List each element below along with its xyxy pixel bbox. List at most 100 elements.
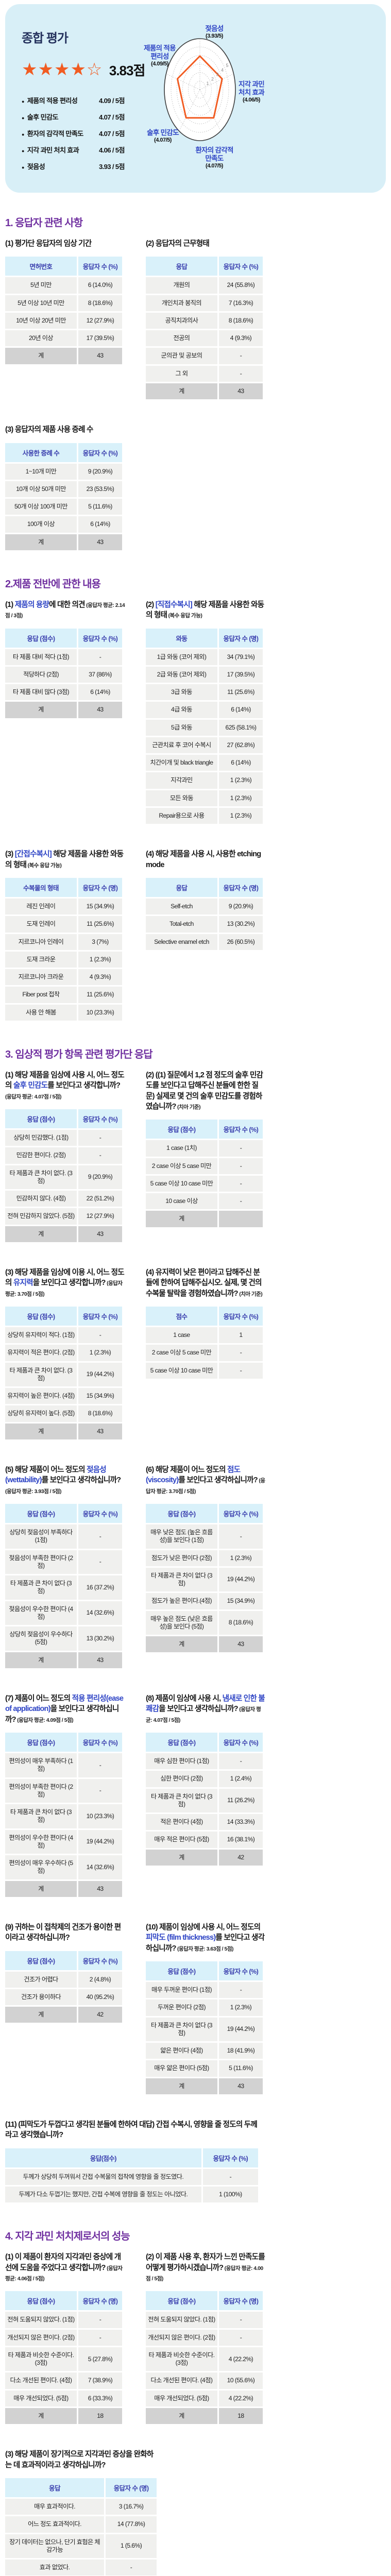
table-cell: 2 (4.8%) [78, 1971, 122, 1988]
table-cell: 지르코니아 크라운 [5, 969, 77, 986]
table-total-row: 계 43 [146, 1636, 263, 1653]
metric-row: ● 젖음성 3.93 / 5점 [22, 161, 136, 171]
table-cell: - [78, 1130, 122, 1146]
table-header-row: 응답 (점수) 응답자 수 (%) [146, 1733, 263, 1752]
table-header-row: 점수 응답자 수 (%) [146, 1307, 263, 1326]
table-header-cell: 응답 (점수) [5, 2291, 77, 2311]
radar-tick-label: 3 [216, 72, 218, 77]
table-cell: 43 [78, 1880, 122, 1897]
table-cell: - [78, 1327, 122, 1344]
table-head: 응답 (점수) 응답자 수 (명) [146, 2291, 263, 2311]
table-cell: 다소 개선된 편이다. (4점) [5, 2372, 77, 2389]
data-table: 응답 (점수) 응답자 수 (%) 상당히 유지력이 적다. (1점) - 유지력이 적… [4, 1305, 124, 1441]
data-table: 응답 (점수) 응답자 수 (명) 전혀 도움되지 않았다. (1점) - 개선되지 않… [144, 2290, 264, 2426]
table-cell: 13 (30.2%) [218, 916, 263, 933]
question-block: (1) 평가단 응답자의 임상 기간 면허번호 응답자 수 (%) 5년 미만 6 (1… [5, 239, 125, 366]
table-cell: 상당히 유지력이 적다. (1점) [5, 1327, 77, 1344]
table-row: 상당히 젖음성이 우수하다 (5점) 13 (30.2%) [5, 1626, 122, 1651]
question-note: (응답자 평균: 2.14 점 / 3점) [5, 602, 125, 619]
bullet-icon: ● [22, 115, 24, 121]
metric-value: 3.93 / 5점 [99, 163, 125, 171]
table-row: 매우 두꺼운 편이다 (1점) - [146, 1982, 263, 1998]
table-header-cell: 응답 (점수) [146, 1961, 217, 1981]
table-cell: 계 [5, 1652, 77, 1668]
table-cell: 14 (32.6%) [78, 1601, 122, 1625]
table-row: 어느 정도 효과적이다. 14 (77.8%) [5, 2516, 157, 2533]
question-note: (응답자 평균: 3.70점 / 5점) [146, 1478, 265, 1495]
table-cell: 43 [78, 1423, 122, 1439]
section-heading: 2.제품 전반에 관한 내용 [5, 578, 101, 590]
metric-row: ● 지각 과민 처치 효과 4.06 / 5점 [22, 145, 136, 155]
question-block: (3) 응답자의 제품 사용 증례 수 사용한 증례 수 응답자 수 (%) 1~10… [5, 425, 125, 552]
metric-label: 젖음성 [27, 163, 45, 171]
table-cell: 1~10개 미만 [5, 463, 77, 480]
table-cell: 18 [78, 2408, 122, 2425]
table-row: 2 case 이상 5 case 미만 - [146, 1158, 263, 1174]
table-row: 1 case 1 [146, 1327, 263, 1344]
question-text: (1) 평가단 응답자의 임상 기간 [5, 240, 92, 248]
table-header-row: 응답 (점수) 응답자 수 (%) [5, 1733, 122, 1752]
table-cell: 타 제품과 비슷한 수준이다. (3점) [146, 2347, 217, 2371]
table-cell: 타 제품과 큰 차이 없다 (3점) [146, 2017, 217, 2042]
table-cell: 계 [5, 534, 77, 550]
table-row: 개선되지 않은 편이다. (2점) - [146, 2329, 263, 2346]
table-cell: 장기 데이터는 없으나, 단기 효험은 체감가능 [5, 2534, 105, 2558]
table-cell: 11 (25.6%) [78, 987, 122, 1003]
table-cell: 5년 미만 [5, 277, 77, 294]
table-cell: 적당하다 (2점) [5, 666, 77, 683]
table-row: 타 제품과 큰 차이 없다 (3점) 19 (44.2%) [146, 2017, 263, 2042]
table-total-row: 계 43 [5, 1880, 122, 1897]
section-heading: 3. 임상적 평가 항목 관련 평가단 응답 [5, 1048, 153, 1060]
bullet-icon: ● [22, 132, 24, 137]
table-header-cell: 응답 (점수) [146, 1120, 217, 1139]
table-cell: 12 (27.9%) [78, 312, 122, 329]
table-row: Repair용으로 사용 1 (2.3%) [146, 807, 263, 824]
table-body: 상당히 젖음성이 부족하다 (1점) - 젖음성이 부족한 편이다 (2점) - 타 제… [5, 1524, 122, 1668]
table-cell: 18 (41.9%) [218, 2043, 263, 2059]
table-cell: 1 (2.3%) [78, 951, 122, 968]
question-text: (2) 응답자의 근무형태 [146, 240, 210, 248]
table-cell: 2 case 이상 5 case 미만 [146, 1158, 217, 1174]
table-row: 전혀 민감하지 않았다. (5점) 12 (27.9%) [5, 1208, 122, 1225]
question-title: (2) 응답자의 근무형태 [146, 239, 266, 249]
table-row: 10개 이상 50개 미만 23 (53.5%) [5, 481, 122, 498]
table-cell: 매우 낮은 점도 (높은 흐름성)을 보인다 (1점) [146, 1524, 217, 1549]
table-cell: 5년 이상 10년 미만 [5, 295, 77, 311]
table-cell: 개선되지 않은 편이다. (2점) [146, 2329, 217, 2346]
table-cell [218, 1211, 263, 1227]
table-row: 타 제품과 큰 차이 없다 (3점) 16 (37.2%) [5, 1575, 122, 1600]
table-row: 전공의 4 (9.3%) [146, 330, 263, 347]
table-header-cell: 응답 (점수) [5, 1109, 77, 1129]
data-table: 응답 (점수) 응답자 수 (%) 타 제품 대비 적다 (1점) - 적당하다 (2점… [4, 627, 124, 720]
table-row: 개인치과 봉직의 7 (16.3%) [146, 295, 263, 311]
table-header-cell: 응답자 수 (%) [78, 628, 122, 648]
table-cell: 다소 개선된 편이다. (4점) [146, 2372, 217, 2389]
table-cell: 계 [146, 2078, 217, 2094]
table-cell: 상당히 민감했다. (1점) [5, 1130, 77, 1146]
table-cell: 11 (25.6%) [218, 684, 263, 701]
table-total-row: 계 43 [5, 1423, 122, 1439]
question-block: (3) [간접수복시] 해당 제품을 사용한 와동의 형태 (복수 응답 가능)… [5, 849, 125, 1022]
table-row: 두께가 상당히 두꺼워서 간접 수복물의 접착에 영향을 줄 정도였다. - [5, 2168, 258, 2185]
table-cell: 6 (14%) [218, 702, 263, 718]
metric-label: 제품의 적용 편리성 [27, 97, 78, 105]
table-row: 두꺼운 편이다 (2점) 1 (2.3%) [146, 1999, 263, 2016]
table-body: 1 case (1치) -2 case 이상 5 case 미만 -5 case 이… [146, 1140, 263, 1227]
table-row: 3급 와동 11 (25.6%) [146, 684, 263, 701]
table-cell: 43 [218, 2078, 263, 2094]
table-row: 상당히 젖음성이 부족하다 (1점) - [5, 1524, 122, 1549]
table-cell: 1 (2.3%) [218, 1999, 263, 2016]
table-body: 매우 낮은 점도 (높은 흐름성)을 보인다 (1점) - 점도가 낮은 편이다 (… [146, 1524, 263, 1653]
table-cell: 지각과민 [146, 772, 217, 789]
table-cell: - [106, 2560, 157, 2576]
data-table: 응답 (점수) 응답자 수 (%) 매우 낮은 점도 (높은 흐름성)을 보인다 (… [144, 1502, 264, 1654]
table-cell: 16 (37.2%) [78, 1575, 122, 1600]
question-title: (9) 귀하는 이 접착제의 건조가 용이한 편이라고 생각하십니까? [5, 1922, 125, 1943]
table-cell: 상당히 젖음성이 우수하다 (5점) [5, 1626, 77, 1651]
table-cell: 편의성이 매우 우수하다 (5점) [5, 1855, 77, 1879]
question-block: (6) 해당 제품이 어느 정도의 점도(viscosity)를 보인다고 생각… [146, 1465, 266, 1654]
table-row: 모든 와동 1 (2.3%) [146, 790, 263, 806]
table-cell: 15 (34.9%) [78, 899, 122, 915]
table-row: 민감하지 않다. (4점) 22 (51.2%) [5, 1191, 122, 1207]
table-header-cell: 응답 (점수) [146, 1733, 217, 1752]
